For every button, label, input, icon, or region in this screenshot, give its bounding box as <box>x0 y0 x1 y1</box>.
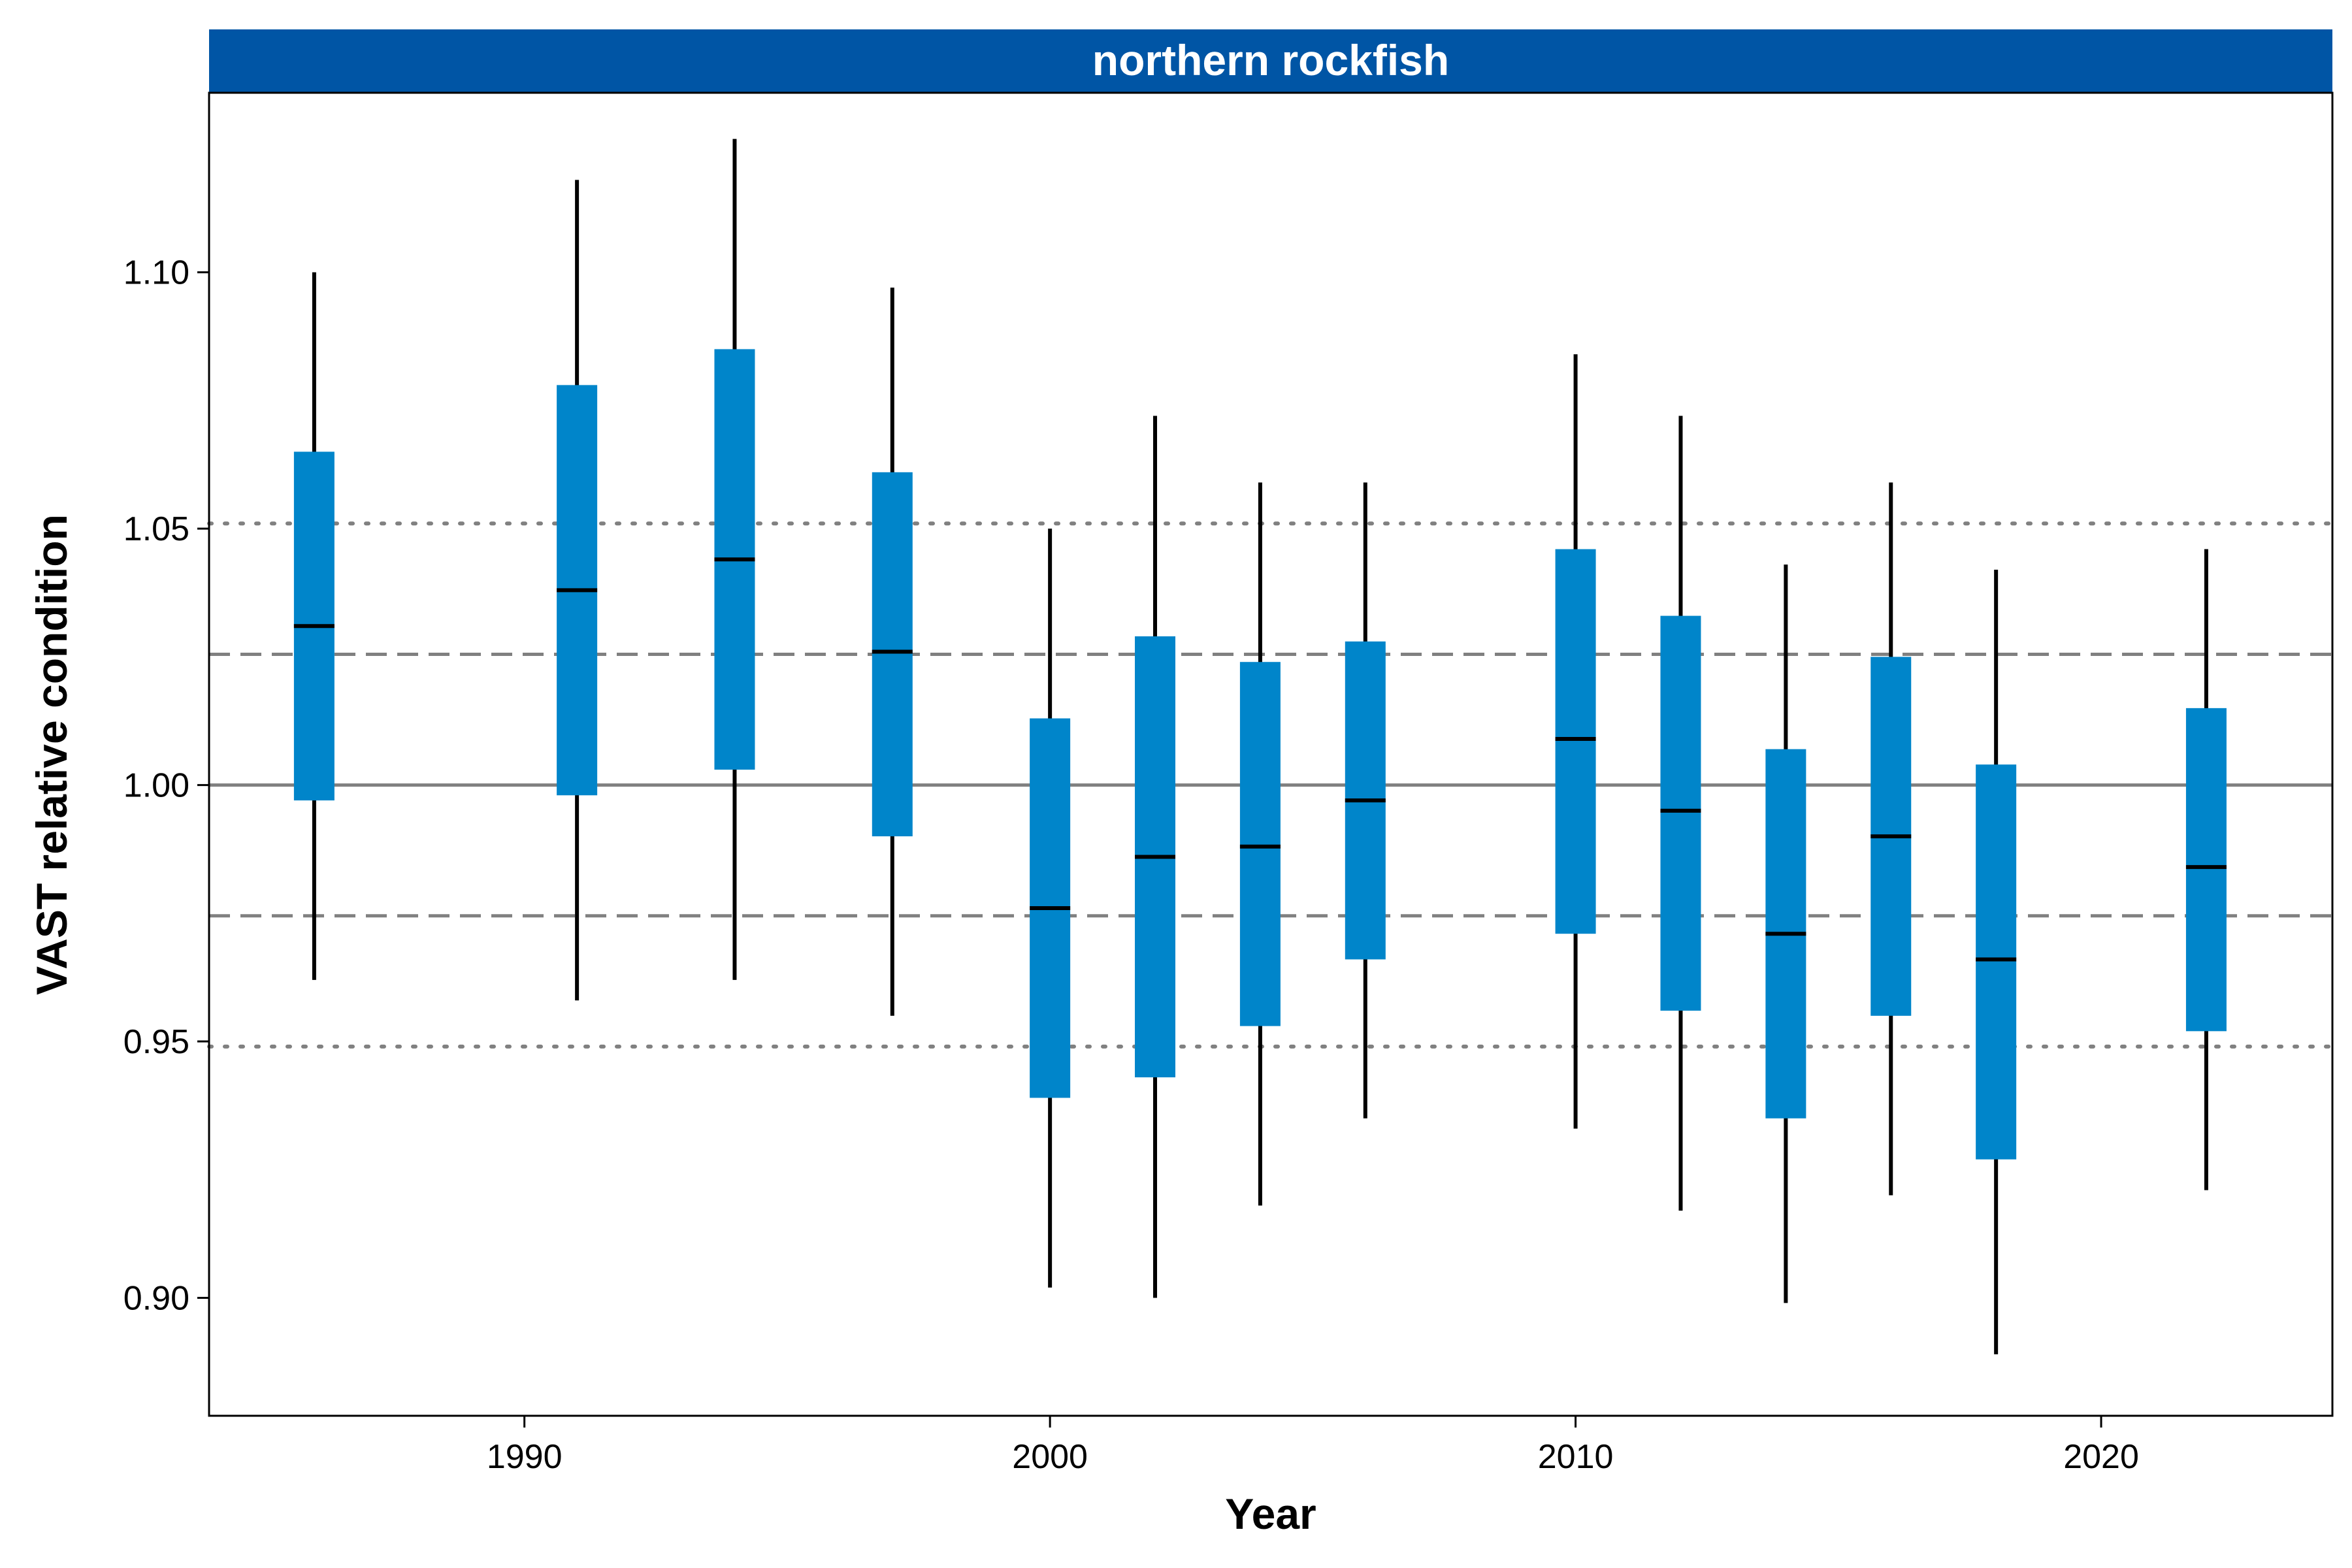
box-2004 <box>1239 482 1281 1206</box>
x-tick-label: 2010 <box>1538 1438 1614 1476</box>
box-2002 <box>1135 416 1176 1298</box>
box-2022 <box>2185 549 2227 1190</box>
box-2000 <box>1030 529 1071 1288</box>
box-2016 <box>1870 482 1912 1196</box>
box-1986 <box>293 272 335 980</box>
y-axis-title: VAST relative condition <box>27 514 76 995</box>
panel-title: northern rockfish <box>1092 36 1449 84</box>
y-tick-label: 0.95 <box>123 1023 189 1061</box>
x-tick-label: 2020 <box>2063 1438 2139 1476</box>
box-2006 <box>1345 482 1386 1119</box>
y-tick-label: 0.90 <box>123 1279 189 1317</box>
box-body <box>1239 662 1281 1026</box>
box-1994 <box>714 139 755 980</box>
box-2014 <box>1765 564 1806 1303</box>
x-axis-title: Year <box>1225 1490 1316 1538</box>
box-2012 <box>1660 416 1701 1211</box>
y-axis: 0.90 0.95 1.00 1.05 1.10 <box>123 254 209 1317</box>
panel-border <box>208 91 2334 1417</box>
box-1997 <box>872 287 913 1016</box>
box-2018 <box>1976 569 2017 1354</box>
panel-strip <box>209 29 2332 93</box>
box-body <box>1660 615 1701 1011</box>
box-1991 <box>557 180 598 1001</box>
box-body <box>1976 764 2017 1160</box>
y-tick-label: 1.00 <box>123 767 189 805</box>
box-body <box>1555 549 1596 934</box>
box-body <box>2185 708 2227 1032</box>
x-tick-label: 1990 <box>487 1438 563 1476</box>
box-series <box>293 139 2227 1354</box>
x-tick-label: 2000 <box>1012 1438 1088 1476</box>
box-2010 <box>1555 354 1596 1129</box>
y-tick-label: 1.05 <box>123 510 189 548</box>
y-tick-label: 1.10 <box>123 254 189 292</box>
x-axis: 1990 2000 2010 2020 <box>487 1416 2139 1476</box>
box-body <box>872 472 913 837</box>
